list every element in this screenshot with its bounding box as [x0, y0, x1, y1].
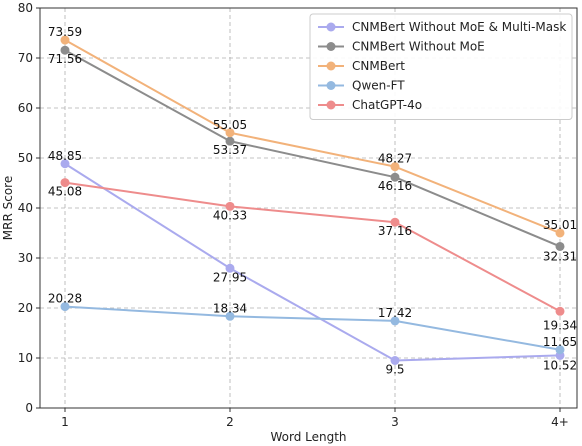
data-label: 18.34: [213, 301, 247, 315]
data-point: [390, 316, 400, 326]
y-tick-label: 80: [18, 1, 33, 15]
y-tick-label: 30: [18, 251, 33, 265]
x-axis-title: Word Length: [270, 430, 346, 444]
x-tick-label: 3: [391, 415, 399, 429]
data-label: 20.28: [48, 292, 82, 306]
data-label: 55.05: [213, 118, 247, 132]
legend-swatch-marker: [326, 100, 336, 110]
legend-entry: ChatGPT-4o: [352, 98, 422, 112]
data-point: [555, 306, 565, 316]
legend-swatch-marker: [326, 22, 336, 32]
data-label: 19.34: [543, 318, 577, 332]
data-point: [60, 159, 70, 169]
data-point: [225, 128, 235, 138]
series-layer: [60, 35, 565, 365]
data-label: 10.52: [543, 358, 577, 372]
y-tick-label: 40: [18, 201, 33, 215]
data-point: [60, 35, 70, 45]
data-label: 40.33: [213, 208, 247, 222]
data-point: [225, 201, 235, 211]
legend-box: [309, 13, 573, 120]
data-point: [390, 217, 400, 227]
data-point: [390, 162, 400, 172]
legend-entry: CNMBert: [352, 59, 405, 73]
data-label: 46.16: [378, 179, 412, 193]
data-label: 32.31: [543, 249, 577, 263]
axes: 0 10 20 30 40 50 60 70 80 1 2 3 4+: [18, 1, 569, 429]
data-point: [390, 356, 400, 365]
data-label: 73.59: [48, 25, 82, 39]
data-label: 9.5: [385, 363, 404, 377]
data-point: [390, 172, 400, 182]
legend-swatch-marker: [326, 42, 336, 51]
data-labels: 48.85 27.95 9.5 10.52 71.56 53.37 46.16 32.31 73…: [48, 25, 577, 376]
y-tick-label: 10: [18, 351, 33, 365]
y-tick-label: 0: [25, 401, 33, 415]
data-label: 48.85: [48, 149, 82, 163]
legend-entry: Qwen-FT: [352, 79, 405, 93]
y-tick-label: 50: [18, 151, 33, 165]
data-label: 71.56: [48, 52, 82, 66]
y-tick-label: 60: [18, 101, 33, 115]
data-point: [225, 263, 235, 273]
y-tick-label: 20: [18, 301, 33, 315]
legend-entry: CNMBert Without MoE & Multi-Mask: [352, 20, 566, 34]
data-label: 35.01: [543, 218, 577, 232]
data-label: 48.27: [378, 152, 412, 166]
data-label: 37.16: [378, 224, 412, 238]
data-point: [225, 311, 235, 321]
data-label: 27.95: [213, 270, 247, 284]
data-label: 17.42: [378, 306, 412, 320]
x-tick-label: 1: [61, 415, 69, 429]
x-tick-label: 2: [226, 415, 234, 429]
data-label: 53.37: [213, 143, 247, 157]
data-point: [555, 228, 565, 238]
legend-entry: CNMBert Without MoE: [352, 40, 485, 54]
series-line: [64, 49, 561, 248]
legend-swatch-marker: [326, 81, 336, 90]
series-line: [64, 162, 561, 362]
data-point: [60, 45, 70, 55]
data-label: 11.65: [543, 335, 577, 349]
series-line: [64, 39, 561, 234]
legend-swatch-marker: [326, 61, 336, 71]
data-point: [60, 178, 70, 188]
y-tick-label: 70: [18, 51, 33, 65]
data-point: [555, 345, 565, 355]
series-line: [64, 181, 561, 313]
legend: CNMBert Without MoE & Multi-Mask CNMBert …: [309, 13, 573, 120]
data-point: [225, 136, 235, 146]
data-point: [555, 241, 565, 251]
series-line: [64, 305, 561, 351]
x-tick-label: 4+: [551, 415, 569, 429]
y-axis-title: MRR Score: [1, 176, 15, 240]
data-point: [60, 302, 70, 312]
data-label: 45.08: [48, 185, 82, 199]
